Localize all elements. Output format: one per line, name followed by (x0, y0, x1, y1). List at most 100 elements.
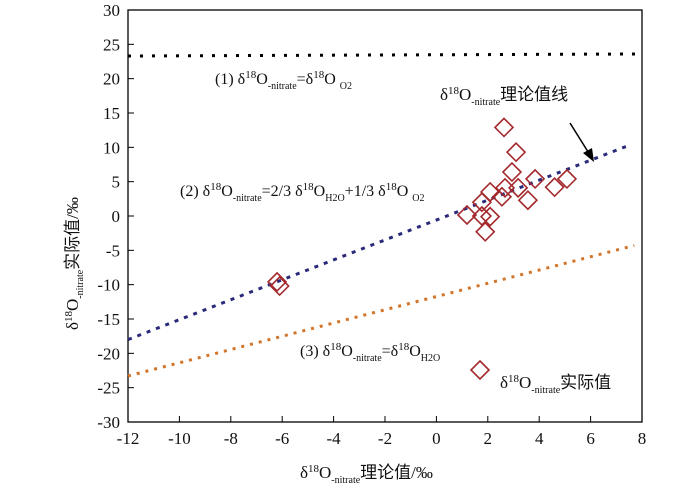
x-axis-label-part: 18 (308, 463, 320, 475)
data-point (479, 181, 501, 203)
label-line-2-part: 18 (210, 181, 222, 193)
label-line-1-part: =δ (297, 71, 314, 88)
x-tick-label: -4 (327, 429, 342, 448)
y-axis-label-part: 18 (63, 310, 75, 322)
data-point (501, 161, 523, 183)
data-point (524, 168, 546, 190)
label-line-1-part: 18 (245, 69, 257, 81)
theory-line-label-part: O (459, 85, 471, 104)
x-tick-label: -8 (224, 429, 238, 448)
legend-label-part: δ (500, 373, 508, 392)
label-line-2-part: -nitrate (233, 193, 262, 204)
y-axis-label: δ18O-nitrate实际值/‰ (63, 197, 86, 330)
x-axis-label-part: O (319, 463, 331, 482)
label-line-3-part: 18 (398, 341, 410, 353)
y-tick-label: 0 (112, 207, 121, 226)
x-tick-label: 2 (484, 429, 493, 448)
legend-label-part: O (519, 373, 531, 392)
y-axis-label-group: δ18O-nitrate实际值/‰ (63, 197, 86, 330)
label-line-3-part: 18 (330, 341, 342, 353)
x-axis-label-part: -nitrate (331, 475, 360, 486)
label-line-2-part: H2O (325, 193, 344, 204)
data-point (269, 275, 290, 297)
data-point (493, 117, 515, 138)
legend-marker (469, 359, 491, 381)
label-line-3-part: O (341, 343, 353, 360)
x-tick-label: 4 (535, 429, 544, 448)
theory-line-label-part: 理论值线 (500, 85, 568, 104)
legend-label-part: -nitrate (531, 385, 560, 396)
x-axis-label-part: δ (300, 463, 308, 482)
theory-line-label-part: 18 (448, 85, 460, 97)
label-line-3-part: -nitrate (353, 353, 382, 364)
arrow-head-icon (583, 148, 594, 162)
y-axis-label-part: 实际值/‰ (63, 197, 82, 270)
data-point (456, 204, 478, 226)
x-tick-label: -6 (275, 429, 289, 448)
y-tick-label: -20 (97, 344, 120, 363)
x-axis-label: δ18O-nitrate理论值/‰ (300, 463, 433, 486)
x-tick-label: -12 (117, 429, 140, 448)
label-line-2-part: 18 (386, 181, 398, 193)
x-tick-label: 8 (638, 429, 647, 448)
label-line-2-part: =2/3 δ (262, 183, 303, 200)
theory-line-label-part: -nitrate (471, 97, 500, 108)
y-tick-label: -30 (97, 413, 120, 432)
data-point (479, 206, 501, 227)
y-tick-label: 15 (103, 104, 120, 123)
data-point (544, 177, 565, 198)
label-line-2-part: +1/3 δ (345, 183, 386, 200)
data-point (494, 177, 516, 198)
theory-line-label-part: δ (440, 85, 448, 104)
y-tick-label: -5 (106, 241, 120, 260)
theory-line-label: δ18O-nitrate理论值线 (440, 85, 568, 108)
x-tick-label: 6 (586, 429, 595, 448)
data-point (517, 190, 539, 211)
y-tick-label: -15 (97, 310, 120, 329)
plot-frame (127, 9, 643, 423)
y-tick-label: -25 (97, 379, 120, 398)
label-line-1-part: O (324, 71, 340, 88)
label-line-3-part: H2O (421, 353, 440, 364)
label-line-3: (3) δ18O-nitrate=δ18OH2O (300, 341, 440, 364)
data-point (475, 221, 496, 242)
label-line-3-part: (3) δ (300, 343, 330, 360)
data-point (505, 142, 527, 163)
y-tick-label: 25 (103, 35, 120, 54)
data-point (491, 186, 513, 207)
legend-label-part: 实际值 (560, 373, 611, 392)
label-line-2-part: O (221, 183, 233, 200)
line-2 (127, 143, 630, 341)
y-tick-label: 20 (103, 70, 120, 89)
label-line-2-part: O (314, 183, 326, 200)
y-axis-label-part: O (63, 299, 82, 311)
label-line-1-part: (1) δ (215, 71, 245, 88)
y-axis-label-part: -nitrate (75, 269, 86, 298)
label-line-2: (2) δ18O-nitrate=2/3 δ18OH2O+1/3 δ18O O2 (180, 181, 424, 204)
y-tick-label: -10 (97, 276, 120, 295)
data-point (266, 271, 288, 293)
label-line-1-part: O (256, 71, 268, 88)
x-axis-label-part: 理论值/‰ (360, 463, 433, 482)
legend-label-part: 18 (508, 373, 520, 385)
x-tick-label: -10 (168, 429, 191, 448)
label-line-3-part: =δ (382, 343, 399, 360)
label-line-3-part: O (409, 343, 421, 360)
x-tick-label: 0 (432, 429, 441, 448)
y-axis-label-part: δ (63, 322, 82, 330)
label-line-2-part: 18 (303, 181, 315, 193)
legend-label: δ18O-nitrate实际值 (500, 373, 611, 396)
data-point (471, 205, 493, 227)
data-point (556, 168, 578, 190)
label-line-1-part: -nitrate (268, 81, 297, 92)
label-line-1-part: 18 (313, 69, 325, 81)
label-line-2-part: O2 (412, 193, 424, 204)
label-line-1: (1) δ18O-nitrate=δ18O O2 (215, 69, 352, 92)
label-line-1-part: O2 (340, 81, 352, 92)
label-line-2-part: O (397, 183, 413, 200)
data-point (471, 192, 493, 213)
label-line-2-part: (2) δ (180, 183, 210, 200)
arrow-line (569, 122, 591, 156)
